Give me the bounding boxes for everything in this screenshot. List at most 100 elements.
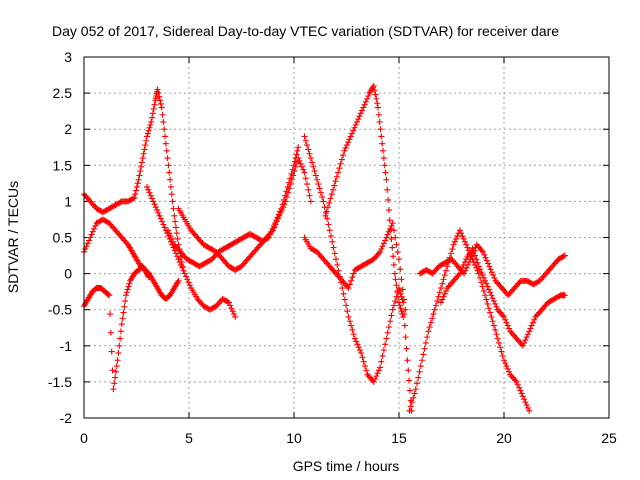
data-point-marker [350,127,357,134]
data-point-marker [145,127,152,134]
data-point-marker [331,250,338,257]
data-point-marker [141,146,148,153]
data-point-marker [159,111,166,118]
data-point-marker [491,274,498,281]
data-point-marker [157,215,164,222]
data-point-marker [297,160,304,167]
data-point-marker [480,274,487,281]
data-point-marker [343,302,350,309]
data-point-marker [449,246,456,253]
data-point-marker [382,341,389,348]
data-point-marker [344,308,351,315]
data-point-marker [154,207,161,214]
data-point-marker [348,130,355,137]
data-point-marker [315,181,322,188]
data-point-marker [349,326,356,333]
data-point-marker [381,162,388,169]
data-point-marker [349,274,356,281]
data-point-marker [483,296,490,303]
grid-layer [84,57,609,418]
data-point-marker [337,160,344,167]
data-point-marker [402,306,409,313]
data-point-marker [502,316,509,323]
data-point-marker [272,221,279,228]
data-point-marker [385,196,392,203]
data-point-marker [134,180,141,187]
data-point-marker [522,337,529,344]
data-point-marker [160,221,167,228]
data-point-marker [335,169,342,176]
data-point-marker [518,390,525,397]
data-point-marker [224,298,231,305]
data-point-marker [410,394,417,401]
data-point-marker [440,293,447,300]
data-point-marker [388,312,395,319]
data-point-marker [345,313,352,320]
data-point-marker [438,299,444,306]
data-point-marker [396,256,402,263]
data-point-marker [161,126,168,133]
data-point-marker [164,155,171,162]
data-point-marker [526,407,533,414]
data-point-marker [172,250,179,257]
data-point-marker [175,256,182,263]
data-point-marker [120,309,127,316]
data-point-marker [499,352,506,359]
y-tick-label: 0.5 [53,230,73,246]
data-point-marker [333,173,340,180]
data-point-marker [270,227,276,234]
data-point-marker [165,227,171,234]
data-point-marker [176,259,183,266]
data-point-marker [389,220,396,227]
x-tick-label: 5 [185,430,193,446]
data-point-marker [348,322,355,329]
data-point-marker [463,241,470,248]
data-point-marker [179,264,186,271]
data-point-marker [385,207,392,214]
data-point-marker [560,253,567,260]
data-point-marker [295,155,302,162]
data-point-marker [501,313,507,320]
data-point-marker [425,328,432,335]
data-point-marker [451,238,458,245]
data-point-marker [431,306,438,313]
data-point-marker [108,348,115,355]
data-point-marker [117,328,124,335]
data-point-marker [397,305,404,312]
data-point-marker [459,264,466,271]
data-point-marker [350,331,357,338]
data-point-marker [170,238,177,245]
data-point-marker [524,331,531,338]
data-point-marker [89,228,96,235]
data-point-marker [391,270,398,277]
data-point-marker [361,363,368,370]
data-point-marker [448,250,455,257]
data-point-marker [356,113,363,120]
data-point-marker [168,191,175,198]
data-point-marker [140,150,147,157]
data-point-marker [392,234,399,241]
data-point-marker [493,303,500,310]
data-point-marker [312,172,319,179]
data-point-marker [419,357,426,364]
data-point-marker [283,194,290,201]
data-point-marker [348,277,355,284]
data-point-marker [439,280,446,287]
data-point-marker [351,335,358,342]
data-point-marker [156,212,163,219]
data-point-marker [490,298,497,305]
data-point-marker [443,267,450,274]
data-point-marker [482,277,489,284]
data-point-marker [170,205,177,212]
data-point-marker [377,248,384,255]
data-point-marker [329,238,336,245]
data-point-marker [406,387,413,394]
data-point-marker [291,168,298,175]
data-point-marker [380,347,387,354]
data-point-marker [521,339,528,346]
data-point-marker [346,136,353,143]
data-point-marker [333,256,339,263]
data-point-marker [394,287,401,294]
data-point-marker [439,296,446,303]
